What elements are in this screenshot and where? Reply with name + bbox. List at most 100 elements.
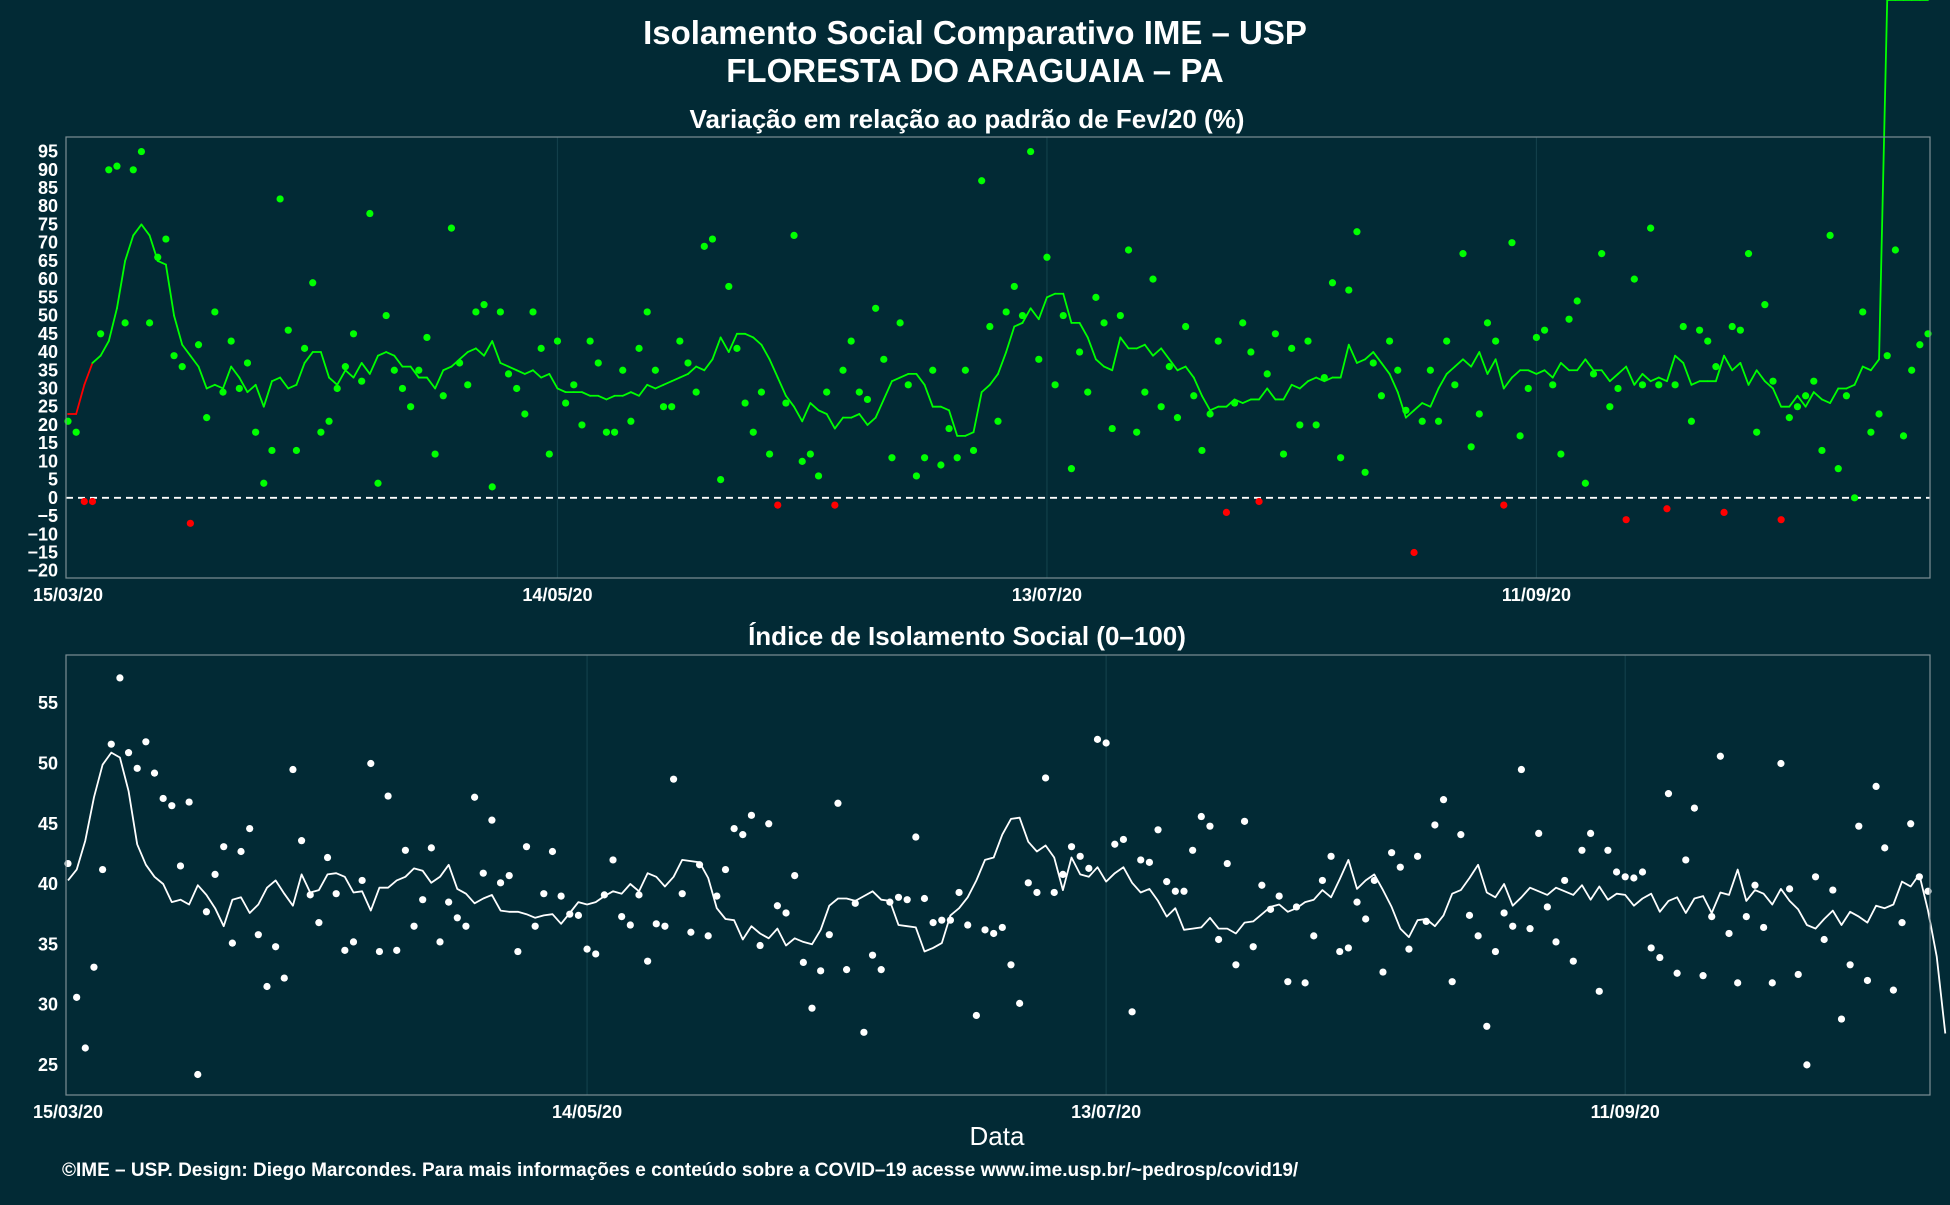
- panel1-average-segment: [768, 358, 779, 379]
- panel2-data-point: [1197, 812, 1205, 821]
- panel1-data-point: [1712, 363, 1720, 371]
- panel1-data-point: [1540, 326, 1549, 334]
- panel1-average-segment: [1241, 398, 1252, 404]
- panel2-data-point: [704, 932, 712, 940]
- panel1-data-point: [1206, 410, 1214, 418]
- panel1-average-segment: [719, 336, 730, 353]
- panel1-average-segment: [605, 394, 616, 401]
- panel1-data-point: [1744, 250, 1753, 258]
- panel2-data-point: [1016, 999, 1024, 1007]
- panel2-data-point: [99, 865, 107, 874]
- panel1-average-segment: [328, 376, 339, 386]
- panel2-data-point: [1292, 903, 1301, 911]
- panel1-data-point: [1818, 446, 1826, 455]
- panel1-data-point: [358, 377, 366, 385]
- panel2-data-point: [1690, 804, 1699, 812]
- panel1-data-point: [1598, 250, 1606, 258]
- panel1-data-point: [929, 366, 937, 374]
- panel1-data-point: [1492, 337, 1500, 345]
- panel1-average-segment: [1739, 362, 1750, 386]
- panel1-data-point: [129, 166, 137, 174]
- panel1-average-segment: [1380, 362, 1391, 375]
- panel1-average-segment: [1062, 292, 1073, 324]
- panel1-data-point: [1826, 231, 1834, 240]
- panel1-data-point: [80, 497, 88, 506]
- panel1-average-segment: [654, 383, 665, 390]
- panel1-average-segment: [1861, 365, 1872, 372]
- panel2-data-point: [289, 765, 297, 774]
- panel2-y-tick-label: 40: [38, 874, 58, 894]
- panel2-data-point: [1595, 987, 1603, 995]
- panel1-average-segment: [181, 343, 192, 357]
- panel1-data-point: [1214, 337, 1222, 345]
- panel1-data-point: [757, 388, 766, 396]
- panel1-average-segment: [1152, 347, 1163, 357]
- panel2-data-point: [401, 846, 409, 854]
- panel2-data-point: [479, 869, 487, 877]
- panel2-data-point: [436, 938, 444, 946]
- panel1-average-segment: [189, 354, 200, 368]
- panel2-data-point: [1396, 863, 1404, 871]
- chart-title-line1: Isolamento Social Comparativo IME – USP: [643, 14, 1307, 51]
- panel1-data-point: [855, 388, 863, 396]
- panel1-average-segment: [629, 391, 640, 397]
- panel1-data-point: [1279, 450, 1288, 458]
- panel2-data-point: [237, 847, 245, 856]
- panel2-y-tick-label: 50: [38, 753, 58, 773]
- panel2-data-point: [1673, 969, 1681, 977]
- panel2-data-point: [1405, 945, 1413, 953]
- panel1-data-point: [1483, 319, 1492, 327]
- panel2-data-point: [1907, 820, 1915, 828]
- panel2-data-point: [194, 1070, 202, 1079]
- panel1-x-tick-label: 15/03/20: [33, 585, 103, 605]
- panel1-y-tick-label: 0: [48, 488, 58, 508]
- panel1-data-point: [194, 341, 203, 349]
- panel2-data-point: [1085, 864, 1093, 872]
- panel1-data-point: [1916, 341, 1924, 349]
- panel2-data-point: [185, 798, 193, 806]
- panel1-data-point: [1010, 282, 1018, 291]
- panel2-data-point: [747, 811, 756, 819]
- panel1-data-point: [284, 326, 292, 334]
- panel1-data-point: [1850, 494, 1859, 502]
- panel1-data-point: [1549, 381, 1557, 389]
- panel1-data-point: [513, 384, 521, 393]
- panel2-data-point: [1855, 822, 1863, 830]
- panel1-data-point: [570, 381, 578, 389]
- panel1-data-point: [839, 366, 847, 374]
- panel1-average-segment: [1747, 369, 1758, 386]
- panel2-data-point: [246, 824, 254, 833]
- panel1-average-segment: [972, 391, 983, 434]
- panel1-average-segment: [817, 409, 828, 415]
- panel1-average-segment: [132, 223, 143, 237]
- panel1-average-segment: [499, 362, 510, 368]
- panel1-y-tick-label: −15: [27, 542, 58, 562]
- panel1-data-point: [594, 359, 602, 367]
- panel1-average-segment: [409, 365, 420, 379]
- panel2-data-point: [211, 870, 219, 878]
- panel2-data-point: [1301, 979, 1309, 987]
- panel1-data-point: [1385, 337, 1394, 345]
- panel1-average-segment: [83, 362, 94, 386]
- panel1-data-point: [1230, 399, 1239, 407]
- panel1-data-point: [276, 195, 284, 203]
- panel2-data-point: [1370, 876, 1378, 885]
- panel2-data-point: [1535, 829, 1543, 838]
- panel1-data-point: [1614, 384, 1622, 393]
- panel2-data-point: [1612, 868, 1621, 876]
- panel1-average-segment: [1421, 402, 1432, 408]
- panel2-data-point: [1725, 929, 1733, 938]
- panel2-data-point: [851, 899, 859, 907]
- panel1-data-point: [382, 311, 390, 320]
- panel1-y-tick-label: 95: [38, 142, 58, 162]
- panel2-average-line: [67, 751, 1947, 1034]
- panel1-data-point: [684, 359, 692, 367]
- panel1-average-segment: [711, 336, 722, 361]
- panel1-data-point: [154, 253, 162, 261]
- panel1-data-point: [1606, 403, 1614, 411]
- panel1-average-segment: [891, 376, 902, 383]
- panel2-data-point: [1543, 903, 1551, 911]
- panel2-data-point: [1699, 972, 1707, 980]
- panel1-data-point: [529, 308, 537, 316]
- panel2-data-point: [1059, 870, 1067, 878]
